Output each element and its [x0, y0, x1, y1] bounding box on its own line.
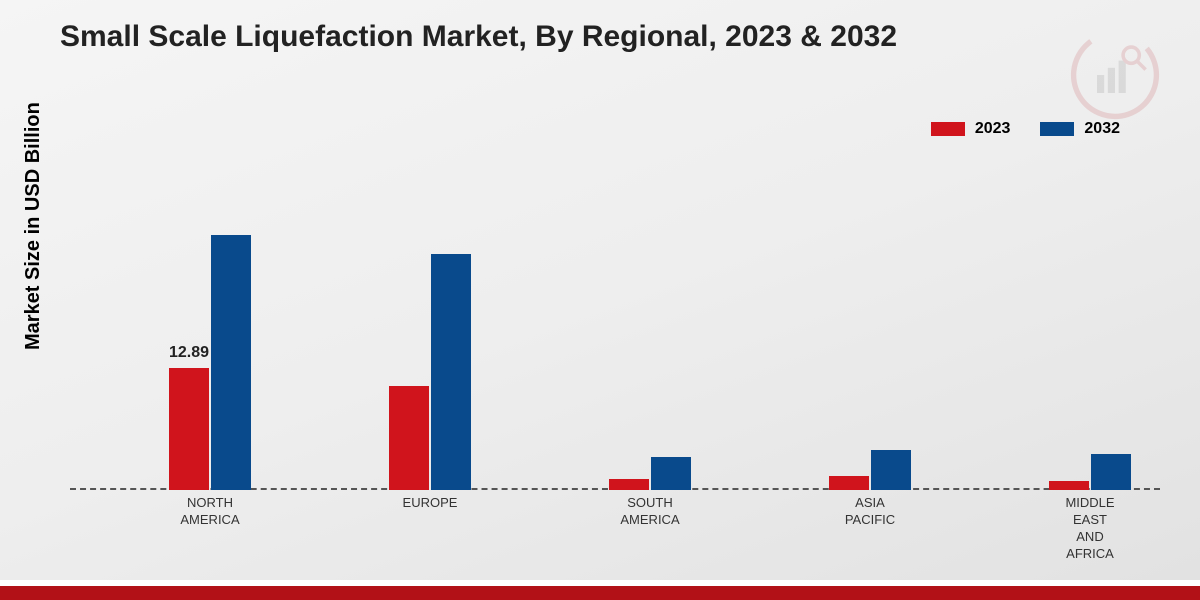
bar: [829, 476, 869, 490]
bar: [871, 450, 911, 490]
x-axis-label: ASIA PACIFIC: [845, 495, 895, 529]
chart-title: Small Scale Liquefaction Market, By Regi…: [60, 20, 897, 54]
bar: [1091, 454, 1131, 490]
legend-item-2032: 2032: [1040, 120, 1120, 138]
bar: [211, 235, 251, 490]
bar-value-label: 12.89: [169, 344, 209, 362]
brand-logo-watermark: [1070, 30, 1160, 120]
x-axis-label: NORTH AMERICA: [180, 495, 239, 529]
plot-area: 12.89: [70, 160, 1160, 490]
x-axis-label: MIDDLE EAST AND AFRICA: [1065, 495, 1114, 563]
footer-accent-bar: [0, 586, 1200, 600]
bar: [169, 368, 209, 490]
x-axis-label: EUROPE: [403, 495, 458, 512]
legend-label-2032: 2032: [1084, 120, 1120, 138]
x-axis-label: SOUTH AMERICA: [620, 495, 679, 529]
x-axis-labels: NORTH AMERICA EUROPE SOUTH AMERICA ASIA PAC…: [70, 495, 1160, 575]
legend-swatch-2032: [1040, 122, 1074, 136]
bar: [389, 386, 429, 490]
bar: [609, 479, 649, 490]
bar-group: 12.89: [169, 235, 251, 490]
bar: [651, 457, 691, 490]
legend-swatch-2023: [931, 122, 965, 136]
y-axis-label: Market Size in USD Billion: [22, 102, 45, 350]
bar: [431, 254, 471, 490]
bar-group: [1049, 454, 1131, 490]
legend: 2023 2032: [931, 120, 1120, 138]
chart-container: Small Scale Liquefaction Market, By Regi…: [0, 0, 1200, 580]
bar: [1049, 481, 1089, 490]
legend-item-2023: 2023: [931, 120, 1011, 138]
bar-group: [389, 254, 471, 490]
bar-group: [829, 450, 911, 490]
bar-group: [609, 457, 691, 490]
legend-label-2023: 2023: [975, 120, 1011, 138]
